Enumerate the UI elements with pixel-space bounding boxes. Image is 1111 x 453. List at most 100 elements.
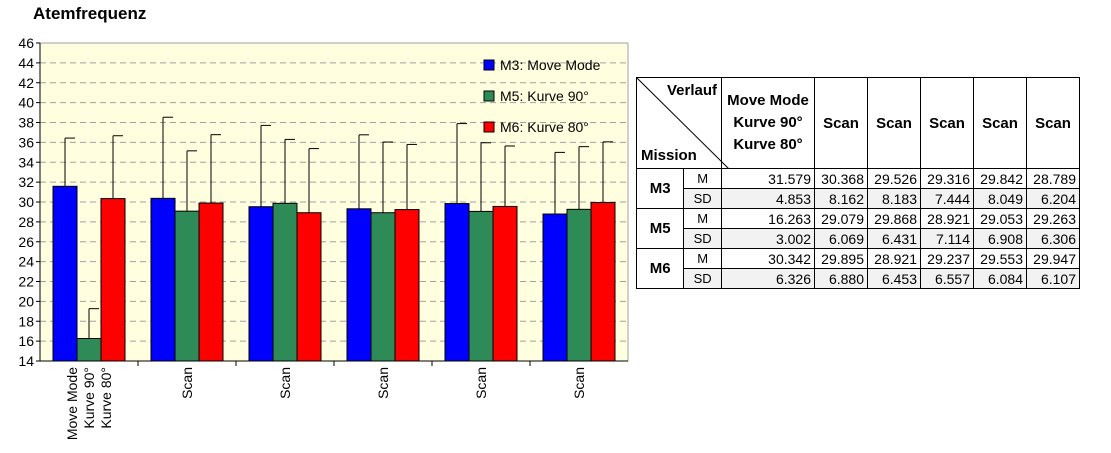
x-tick-labels: Move Mode Kurve 90° Kurve 80° Scan Scan Scan S… [64,367,587,440]
table-cell: 3.002 [721,228,815,249]
table-cell: 16.263 [721,208,815,229]
table-cell: 8.183 [867,188,921,209]
chart-title: Atemfrequenz [33,4,147,23]
y-tick-label: 26 [18,234,34,250]
table-cell: 6.306 [1026,228,1080,249]
table-cell: 6.557 [920,268,974,289]
table-cell: 28.921 [867,248,921,269]
bar-chart: 14 16 18 20 22 24 26 28 30 32 34 36 38 40 42 44 46 Move … [18,35,629,440]
table-row-m: M6 M 30.342 29.895 28.921 29.237 29.553 29.947 [635,248,1080,289]
table-cell: 6.084 [973,268,1027,289]
table-cell: 6.431 [867,228,921,249]
table-cell: 7.114 [920,228,974,249]
y-tick-label: 46 [18,35,34,51]
header-scan: Scan [1026,77,1080,169]
stat-label: M [683,208,722,229]
legend-swatch [483,90,495,102]
x-tick-label: Scan [375,367,391,399]
y-tick-label: 34 [18,154,34,170]
y-tick-label: 18 [18,313,34,329]
bar [394,209,420,362]
bar [198,202,224,362]
table-body: M3 M 31.579 30.368 29.526 29.316 29.842 28.789 S… [635,168,1080,289]
bar [296,212,322,362]
y-tick-label: 44 [18,55,34,71]
bar [370,212,396,362]
bar [444,203,470,362]
table-cell: 28.921 [920,208,974,229]
x-tick-label: Scan [473,367,489,399]
y-tick-label: 22 [18,274,34,290]
axes [36,42,629,366]
x-tick-label: Kurve 90° [81,367,97,429]
table-header-row: Verlauf Mission Move Mode Kurve 90° Kurv… [636,77,1080,169]
table-cell: 30.342 [721,248,815,269]
corner-label-verlauf: Verlauf [666,82,717,99]
grid-lines [40,42,628,342]
table-cell: 6.326 [721,268,815,289]
table-cell: 8.162 [814,188,868,209]
stat-label: SD [683,268,722,289]
table-row-m: M3 M 31.579 30.368 29.526 29.316 29.842 28.789 [635,168,1080,209]
x-tick-label: Scan [179,367,195,399]
y-tick-label: 30 [18,194,34,210]
table-cell: 6.107 [1026,268,1080,289]
bar [346,208,372,362]
y-tick-label: 40 [18,95,34,111]
x-tick-label: Scan [571,367,587,399]
bar [590,202,616,362]
bar [492,205,518,362]
y-tick-label: 24 [18,254,34,270]
mission-label: M3 [635,168,685,209]
legend-label: M6: Kurve 80° [500,119,589,135]
header-line: Move Mode [727,92,809,109]
bar [272,202,298,362]
table-cell: 6.908 [973,228,1027,249]
y-tick-label: 16 [18,333,34,349]
table-cell: 6.453 [867,268,921,289]
table-cell: 29.263 [1026,208,1080,229]
table-row-sd: SD 6.326 6.880 6.453 6.557 6.084 6.107 [637,268,1080,289]
header-line: Kurve 80° [733,136,803,153]
header-scan: Scan [867,77,921,169]
table-cell: 8.049 [973,188,1027,209]
table-cell: 29.553 [973,248,1027,269]
table-cell: 29.079 [814,208,868,229]
legend-swatch [483,121,495,133]
bar [248,206,274,362]
table-cell: 29.526 [867,168,921,189]
table-corner-cell: Verlauf Mission [636,77,729,169]
table-cell: 6.069 [814,228,868,249]
y-tick-label: 42 [18,75,34,91]
table-row-sd: SD 4.853 8.162 8.183 7.444 8.049 6.204 [637,188,1080,209]
y-tick-label: 36 [18,134,34,150]
table-cell: 30.368 [814,168,868,189]
x-tick-label: Move Mode [64,367,80,440]
x-tick-label: Scan [277,367,293,399]
stat-label: M [683,248,722,269]
y-tick-label: 20 [18,293,34,309]
header-scan: Scan [973,77,1027,169]
y-tick-label: 38 [18,115,34,131]
mission-label: M5 [635,208,685,249]
legend: M3: Move Mode M5: Kurve 90° M6: Kurve 80° [483,57,601,135]
stat-label: M [683,168,722,189]
table-row-m: M5 M 16.263 29.079 29.868 28.921 29.053 29.263 [635,208,1080,249]
table-cell: 29.947 [1026,248,1080,269]
header-move-mode: Move Mode Kurve 90° Kurve 80° [721,77,815,169]
y-tick-label: 28 [18,214,34,230]
corner-diagonal [637,78,729,169]
stat-label: SD [683,228,722,249]
table-cell: 29.053 [973,208,1027,229]
x-tick-label: Kurve 80° [98,367,114,429]
stats-table: Verlauf Mission Move Mode Kurve 90° Kurv… [635,77,1080,289]
y-tick-labels: 14 16 18 20 22 24 26 28 30 32 34 36 38 40 42 44 46 [18,35,34,369]
table-cell: 28.789 [1026,168,1080,189]
legend-label: M5: Kurve 90° [500,88,589,104]
y-tick-label: 14 [18,353,34,369]
table-cell: 4.853 [721,188,815,209]
mission-label: M6 [635,248,685,289]
bar [76,338,102,362]
bar [566,208,592,362]
bar [100,198,126,362]
